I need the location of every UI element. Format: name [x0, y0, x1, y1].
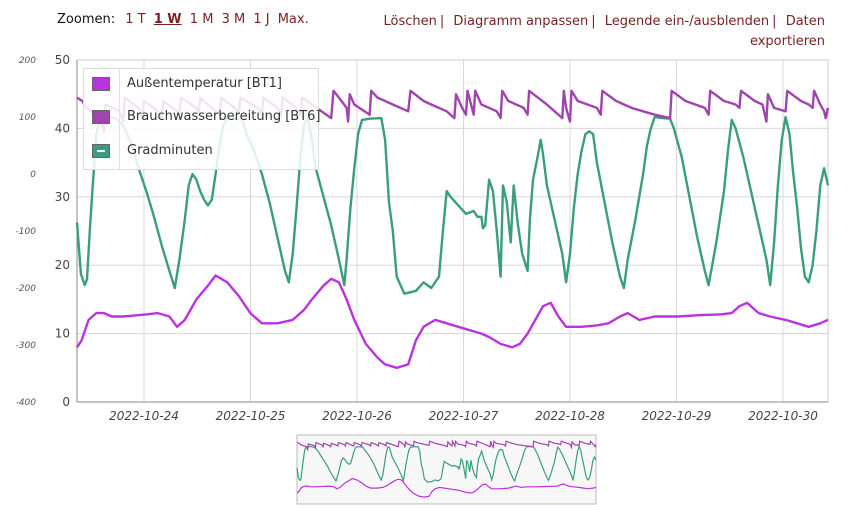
legend-item-aussentemperatur[interactable]: Außentemperatur [BT1]	[84, 71, 318, 101]
legend-mark	[97, 150, 105, 152]
zoom-control: Zoomen: 1 T 1 W 1 M 3 M 1 J Max.	[57, 12, 313, 27]
chart-actions: Löschen | Diagramm anpassen | Legende ein-…	[365, 12, 825, 52]
legend-swatch	[92, 77, 110, 91]
y-right-tick-label: -100	[16, 227, 37, 237]
separator: |	[772, 14, 777, 29]
legend-label: Außentemperatur [BT1]	[127, 76, 282, 91]
legend-item-brauchwasser[interactable]: Brauchwasserbereitung [BT6]	[84, 104, 321, 134]
y-right-tick-label: 200	[19, 56, 36, 66]
legend-divider	[119, 69, 120, 169]
x-tick-label: 2022-10-30	[748, 409, 818, 423]
zoom-3-months[interactable]: 3 M	[221, 12, 246, 27]
x-tick-label: 2022-10-24	[109, 409, 179, 423]
zoom-label: Zoomen:	[57, 12, 116, 27]
zoom-1-year[interactable]: 1 J	[253, 12, 270, 27]
y-left-tick-label: 50	[55, 53, 70, 67]
legend-label: Brauchwasserbereitung [BT6]	[127, 109, 321, 124]
x-tick-label: 2022-10-28	[535, 409, 605, 423]
y-right-tick-label: -300	[16, 341, 37, 351]
chart-toolbar: Zoomen: 1 T 1 W 1 M 3 M 1 J Max. Löschen…	[0, 0, 861, 56]
separator: |	[591, 14, 596, 29]
y-left-tick-label: 20	[55, 258, 70, 272]
y-left-tick-label: 40	[55, 121, 70, 135]
y-left-tick-label: 10	[55, 327, 70, 341]
x-tick-label: 2022-10-25	[216, 409, 286, 423]
y-right-tick-label: 0	[30, 170, 36, 180]
zoom-max[interactable]: Max.	[277, 12, 309, 27]
legend-swatch	[92, 144, 110, 158]
navigator-series-line-aussentemperatur	[296, 477, 597, 498]
series-line-gradminuten[interactable]	[75, 115, 830, 295]
legend-item-gradminuten[interactable]: Gradminuten	[84, 138, 318, 168]
series-line-aussentemperatur[interactable]	[76, 274, 829, 369]
y-right-tick-label: 100	[19, 113, 36, 123]
y-left-tick-label: 0	[62, 395, 70, 409]
zoom-1-month[interactable]: 1 M	[189, 12, 214, 27]
zoom-1-week[interactable]: 1 W	[153, 12, 182, 27]
zoom-1-day[interactable]: 1 T	[125, 12, 146, 27]
chart-legend: Außentemperatur [BT1] Brauchwasserbereit…	[83, 68, 321, 170]
toggle-legend-link[interactable]: Legende ein-/ausblenden	[604, 14, 770, 29]
navigator-frame[interactable]	[296, 434, 597, 505]
navigator-series-line-brauchwasser	[296, 439, 597, 452]
navigator-series-line-gradminuten	[296, 444, 597, 483]
y-left-tick-label: 30	[55, 190, 70, 204]
customize-chart-link[interactable]: Diagramm anpassen	[453, 14, 589, 29]
y-right-tick-label: -200	[16, 284, 37, 294]
y-right-tick-label: -400	[16, 398, 37, 408]
legend-swatch	[92, 110, 110, 124]
export-data-link[interactable]: Daten exportieren	[749, 14, 825, 49]
x-tick-label: 2022-10-26	[322, 409, 392, 423]
x-tick-label: 2022-10-29	[642, 409, 712, 423]
x-tick-label: 2022-10-27	[429, 409, 499, 423]
separator: |	[439, 14, 445, 29]
legend-label: Gradminuten	[127, 143, 213, 158]
clear-link[interactable]: Löschen	[383, 14, 437, 29]
